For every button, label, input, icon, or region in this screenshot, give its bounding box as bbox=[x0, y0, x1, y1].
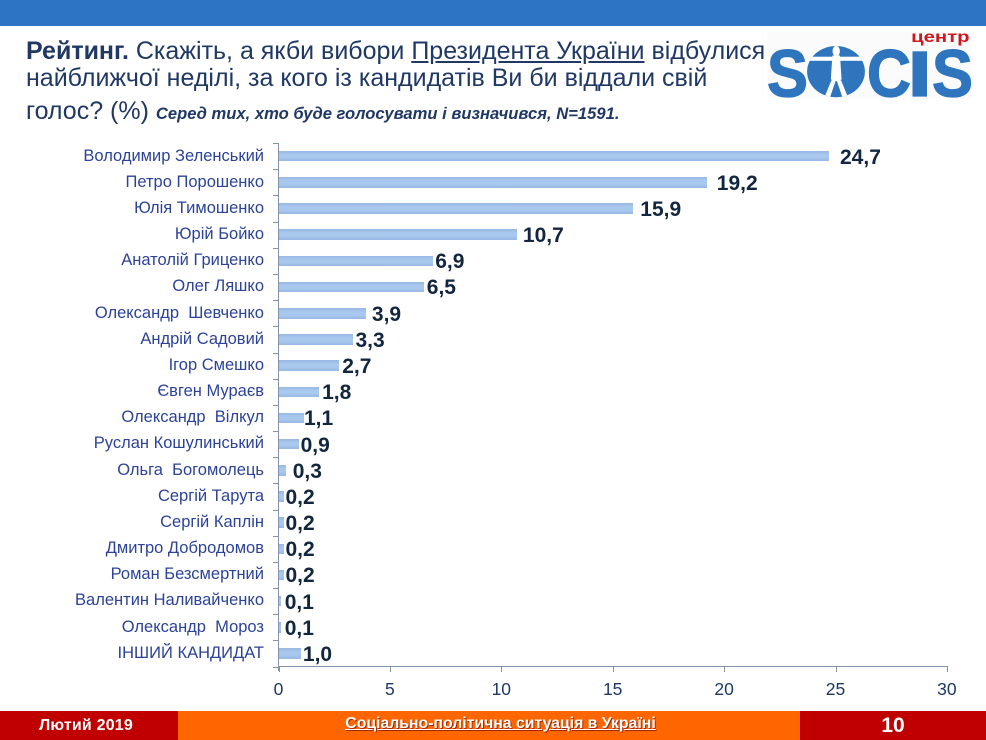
svg-text:S: S bbox=[767, 37, 808, 101]
svg-text:S: S bbox=[932, 37, 973, 101]
svg-text:центр: центр bbox=[911, 32, 970, 46]
svg-text:C: C bbox=[867, 37, 911, 101]
